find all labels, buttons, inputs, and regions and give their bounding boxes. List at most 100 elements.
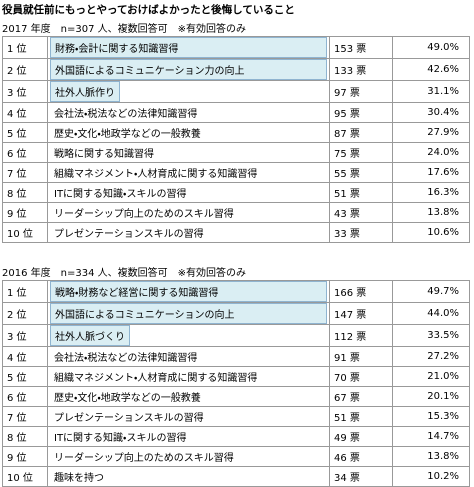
cell-rank: 10 位 bbox=[2, 222, 48, 243]
item-text: 外国語によるコミュニケーション力の向上 bbox=[50, 59, 327, 80]
cell-pct: 49.0% bbox=[392, 36, 470, 59]
cell-rank: 4 位 bbox=[2, 346, 48, 367]
cell-pct: 49.7% bbox=[392, 280, 470, 303]
cell-votes: 75 票 bbox=[329, 142, 393, 163]
cell-item: リーダーシップ向上のためのスキル習得 bbox=[47, 446, 330, 467]
cell-rank: 4 位 bbox=[2, 102, 48, 123]
cell-item: 社外人脈作り bbox=[47, 80, 330, 103]
table-row: 9 位リーダーシップ向上のためのスキル習得 46 票 13.8% bbox=[2, 446, 470, 467]
item-text: 社外人脈作り bbox=[50, 81, 120, 102]
cell-votes: 34 票 bbox=[329, 466, 393, 487]
table-row: 3 位社外人脈作り 97 票 31.1% bbox=[2, 80, 470, 103]
table-body: 1 位財務・会計に関する知識習得 153 票 49.0% 2 位外国語によるコミュニケ… bbox=[2, 36, 470, 243]
cell-votes: 51 票 bbox=[329, 406, 393, 427]
cell-item: 戦略に関する知識習得 bbox=[47, 142, 330, 163]
cell-votes: 112 票 bbox=[329, 324, 393, 347]
table-row: 7 位組織マネジメント・人材育成に関する知識習得 55 票 17.6% bbox=[2, 162, 470, 183]
cell-pct: 14.7% bbox=[392, 426, 470, 447]
cell-item: 外国語によるコミュニケーション力の向上 bbox=[47, 58, 330, 81]
item-text: ITに関する知識・スキルの習得 bbox=[54, 189, 187, 200]
table-row: 8 位 ITに関する知識・スキルの習得 49 票 14.7% bbox=[2, 426, 470, 447]
cell-rank: 8 位 bbox=[2, 426, 48, 447]
cell-item: 戦略・財務など経営に関する知識習得 bbox=[47, 280, 330, 303]
section-heading: 2017 年度 n=307 人、複数回答可 ※有効回答のみ bbox=[2, 24, 246, 35]
table-row: 7 位プレゼンテーションスキルの習得 51 票 15.3% bbox=[2, 406, 470, 427]
cell-rank: 5 位 bbox=[2, 366, 48, 387]
cell-item: 会社法・税法などの法律知識習得 bbox=[47, 102, 330, 123]
cell-rank: 1 位 bbox=[2, 36, 48, 59]
cell-rank: 9 位 bbox=[2, 446, 48, 467]
cell-votes: 43 票 bbox=[329, 202, 393, 223]
item-text: プレゼンテーションスキルの習得 bbox=[54, 229, 204, 240]
item-text: リーダーシップ向上のためのスキル習得 bbox=[54, 453, 234, 464]
cell-rank: 7 位 bbox=[2, 406, 48, 427]
item-text: 会社法・税法などの法律知識習得 bbox=[54, 109, 198, 120]
cell-rank: 10 位 bbox=[2, 466, 48, 487]
cell-votes: 91 票 bbox=[329, 346, 393, 367]
cell-votes: 166 票 bbox=[329, 280, 393, 303]
cell-votes: 49 票 bbox=[329, 426, 393, 447]
item-text: 財務・会計に関する知識習得 bbox=[50, 37, 327, 58]
cell-item: 財務・会計に関する知識習得 bbox=[47, 36, 330, 59]
cell-rank: 6 位 bbox=[2, 142, 48, 163]
item-text: プレゼンテーションスキルの習得 bbox=[54, 413, 204, 424]
cell-pct: 27.2% bbox=[392, 346, 470, 367]
item-text: 組織マネジメント・人材育成に関する知識習得 bbox=[54, 169, 258, 180]
cell-votes: 55 票 bbox=[329, 162, 393, 183]
cell-rank: 3 位 bbox=[2, 324, 48, 347]
cell-item: 歴史・文化・地政学などの一般教養 bbox=[47, 122, 330, 143]
table-body: 1 位戦略・財務など経営に関する知識習得 166 票 49.7% 2 位外国語によるコ… bbox=[2, 280, 470, 487]
cell-rank: 3 位 bbox=[2, 80, 48, 103]
table-row: 6 位歴史・文化・地政学などの一般教養 67 票 20.1% bbox=[2, 386, 470, 407]
cell-pct: 30.4% bbox=[392, 102, 470, 123]
cell-pct: 44.0% bbox=[392, 302, 470, 325]
section-heading: 2016 年度 n=334 人、複数回答可 ※有効回答のみ bbox=[2, 268, 246, 279]
table-row: 10 位趣味を持つ 34 票 10.2% bbox=[2, 466, 470, 487]
ranking-table: 1 位財務・会計に関する知識習得 153 票 49.0% 2 位外国語によるコミュニケ… bbox=[2, 36, 470, 243]
item-text: 戦略に関する知識習得 bbox=[54, 149, 154, 160]
cell-pct: 31.1% bbox=[392, 80, 470, 103]
cell-pct: 10.2% bbox=[392, 466, 470, 487]
table-row: 8 位 ITに関する知識・スキルの習得 51 票 16.3% bbox=[2, 182, 470, 203]
cell-item: プレゼンテーションスキルの習得 bbox=[47, 222, 330, 243]
item-text: 戦略・財務など経営に関する知識習得 bbox=[50, 281, 327, 302]
cell-rank: 9 位 bbox=[2, 202, 48, 223]
cell-votes: 97 票 bbox=[329, 80, 393, 103]
table-row: 1 位戦略・財務など経営に関する知識習得 166 票 49.7% bbox=[2, 280, 470, 303]
cell-pct: 15.3% bbox=[392, 406, 470, 427]
cell-item: ITに関する知識・スキルの習得 bbox=[47, 182, 330, 203]
table-row: 5 位組織マネジメント・人材育成に関する知識習得 70 票 21.0% bbox=[2, 366, 470, 387]
table-row: 10 位プレゼンテーションスキルの習得 33 票 10.6% bbox=[2, 222, 470, 243]
cell-pct: 20.1% bbox=[392, 386, 470, 407]
cell-item: ITに関する知識・スキルの習得 bbox=[47, 426, 330, 447]
table-row: 5 位歴史・文化・地政学などの一般教養 87 票 27.9% bbox=[2, 122, 470, 143]
item-text: 社外人脈づくり bbox=[50, 325, 130, 346]
cell-item: 社外人脈づくり bbox=[47, 324, 330, 347]
title: 役員就任前にもっとやっておけばよかったと後悔していること bbox=[2, 4, 295, 16]
cell-item: プレゼンテーションスキルの習得 bbox=[47, 406, 330, 427]
item-text: 歴史・文化・地政学などの一般教養 bbox=[54, 393, 201, 404]
cell-votes: 67 票 bbox=[329, 386, 393, 407]
item-text: 外国語によるコミュニケーションの向上 bbox=[50, 303, 327, 324]
cell-pct: 17.6% bbox=[392, 162, 470, 183]
cell-rank: 2 位 bbox=[2, 58, 48, 81]
item-text: 会社法・税法などの法律知識習得 bbox=[54, 353, 198, 364]
cell-pct: 13.8% bbox=[392, 446, 470, 467]
cell-votes: 87 票 bbox=[329, 122, 393, 143]
cell-item: 組織マネジメント・人材育成に関する知識習得 bbox=[47, 162, 330, 183]
item-text: ITに関する知識・スキルの習得 bbox=[54, 433, 187, 444]
item-text: 趣味を持つ bbox=[54, 473, 104, 484]
cell-item: リーダーシップ向上のためのスキル習得 bbox=[47, 202, 330, 223]
cell-item: 歴史・文化・地政学などの一般教養 bbox=[47, 386, 330, 407]
cell-votes: 33 票 bbox=[329, 222, 393, 243]
cell-rank: 7 位 bbox=[2, 162, 48, 183]
table-row: 3 位社外人脈づくり 112 票 33.5% bbox=[2, 324, 470, 347]
cell-rank: 8 位 bbox=[2, 182, 48, 203]
cell-item: 趣味を持つ bbox=[47, 466, 330, 487]
cell-pct: 21.0% bbox=[392, 366, 470, 387]
cell-pct: 13.8% bbox=[392, 202, 470, 223]
cell-votes: 51 票 bbox=[329, 182, 393, 203]
ranking-table: 1 位戦略・財務など経営に関する知識習得 166 票 49.7% 2 位外国語によるコ… bbox=[2, 280, 470, 487]
